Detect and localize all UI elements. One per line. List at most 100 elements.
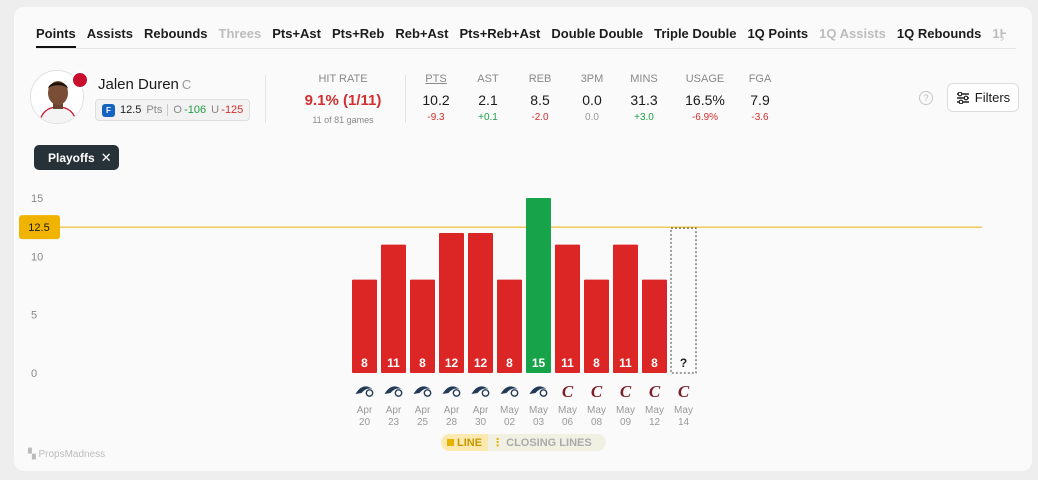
bar[interactable]: [468, 233, 493, 373]
prop-line-value: 12.5: [120, 104, 142, 116]
stat-value: 2.1: [478, 92, 498, 108]
bar-value-label: 8: [651, 356, 658, 370]
tabs-divider: [36, 48, 1016, 49]
magic-icon: [529, 386, 548, 397]
bar-value-label: 8: [419, 356, 426, 370]
bar-value-label: 11: [619, 356, 632, 370]
date-month-label: May: [529, 405, 548, 416]
stat-diff: +0.1: [478, 112, 498, 123]
stat-fga: FGA 7.9 -3.6: [733, 73, 787, 123]
bar-value-label: 12: [445, 356, 459, 370]
date-day-label: 09: [620, 417, 632, 428]
stat-diff: -2.0: [531, 112, 549, 123]
bar[interactable]: [642, 279, 667, 373]
bar[interactable]: [352, 279, 377, 373]
stat-diff: -6.9%: [691, 112, 719, 123]
divider: [265, 75, 266, 123]
stat-label: FGA: [748, 73, 772, 85]
date-month-label: May: [500, 405, 519, 416]
bar[interactable]: [613, 244, 638, 373]
tab-pts-reb-ast[interactable]: Pts+Reb+Ast: [459, 26, 541, 41]
bar[interactable]: [381, 244, 406, 373]
player-props-card: Points Assists Rebounds Threes Pts+Ast Pts+Re…: [14, 7, 1032, 471]
y-tick-label: 10: [31, 251, 43, 263]
bar[interactable]: [439, 233, 464, 373]
bar[interactable]: [555, 244, 580, 373]
magic-icon: [413, 386, 432, 397]
sportsbook-icon: F: [102, 103, 115, 117]
magic-icon: [471, 386, 490, 397]
magic-icon: [500, 386, 519, 397]
magic-icon: [384, 386, 403, 397]
tab-points[interactable]: Points: [36, 26, 76, 48]
filter-chip-playoffs[interactable]: Playoffs ✕: [34, 145, 119, 170]
date-month-label: May: [587, 405, 606, 416]
close-icon[interactable]: ✕: [100, 149, 112, 165]
stat-3pm: 3PM 0.0 0.0: [565, 73, 619, 123]
prop-line-unit: Pts: [146, 104, 163, 116]
bar-value-label: 15: [532, 356, 546, 370]
bar-value-label: 8: [593, 356, 600, 370]
stat-value: 0.0: [582, 92, 602, 108]
player-name: Jalen Duren C: [98, 76, 192, 93]
bar-value-label: 11: [561, 356, 574, 370]
prop-separator: [167, 104, 169, 116]
divider: [405, 75, 406, 123]
stat-label: MINS: [630, 73, 658, 85]
pending-bar[interactable]: [670, 227, 697, 374]
prop-line-box[interactable]: F 12.5 Pts O -106 U -125: [95, 99, 251, 121]
sliders-icon: [956, 91, 969, 104]
chevron-right-icon[interactable]: ›: [1000, 29, 1005, 45]
tab-1q-points[interactable]: 1Q Points: [747, 26, 809, 41]
stat-value: 16.5%: [685, 92, 725, 108]
legend-closing-lines[interactable]: ⋮ CLOSING LINES: [488, 434, 606, 451]
bar[interactable]: [584, 279, 609, 373]
stat-value: 10.2: [422, 92, 450, 108]
line-value-badge: [19, 215, 60, 240]
stat-label: REB: [528, 73, 552, 85]
player-avatar: [30, 70, 84, 124]
filters-label: Filters: [974, 90, 1011, 105]
tab-pts-reb[interactable]: Pts+Reb: [331, 26, 385, 41]
bar-value-label: 8: [506, 356, 513, 370]
date-day-label: 02: [504, 417, 516, 428]
tab-rebounds[interactable]: Rebounds: [143, 26, 208, 41]
tab-triple-double[interactable]: Triple Double: [654, 26, 737, 41]
date-day-label: 03: [533, 417, 545, 428]
tab-threes[interactable]: Threes: [218, 26, 262, 41]
date-day-label: 28: [446, 417, 458, 428]
stat-value: 8.5: [530, 92, 550, 108]
bar-value-label: 8: [361, 356, 368, 370]
tab-assists[interactable]: Assists: [86, 26, 133, 41]
under-odds: U -125: [211, 104, 244, 116]
stat-usage: USAGE 16.5% -6.9%: [678, 73, 732, 123]
stat-value: 7.9: [750, 92, 770, 108]
line-value-label: 12.5: [28, 222, 49, 234]
tab-double-double[interactable]: Double Double: [551, 26, 644, 41]
tab-pts-ast[interactable]: Pts+Ast: [272, 26, 321, 41]
magic-icon: [355, 386, 374, 397]
stat-label: AST: [477, 73, 499, 85]
y-tick-label: 5: [31, 310, 37, 322]
date-month-label: Apr: [386, 405, 402, 416]
pistons-logo-icon: [71, 71, 89, 89]
tab-1h-points[interactable]: 1H Points: [992, 26, 1006, 41]
date-month-label: May: [558, 405, 577, 416]
bar[interactable]: [526, 198, 551, 373]
tab-reb-ast[interactable]: Reb+Ast: [395, 26, 449, 41]
bar[interactable]: [410, 279, 435, 373]
cavaliers-icon: C: [591, 382, 603, 401]
tab-1q-rebounds[interactable]: 1Q Rebounds: [896, 26, 982, 41]
bar[interactable]: [497, 279, 522, 373]
date-day-label: 30: [475, 417, 487, 428]
filters-button[interactable]: Filters: [947, 83, 1019, 112]
stat-value: 31.3: [630, 92, 658, 108]
date-day-label: 08: [591, 417, 603, 428]
legend-line[interactable]: LINE: [441, 434, 489, 451]
date-month-label: Apr: [415, 405, 431, 416]
help-icon[interactable]: ?: [919, 91, 933, 105]
stat-label[interactable]: PTS: [425, 73, 447, 85]
pending-label: ?: [680, 356, 687, 370]
tab-1q-assists[interactable]: 1Q Assists: [819, 26, 886, 41]
cavaliers-icon: C: [649, 382, 661, 401]
